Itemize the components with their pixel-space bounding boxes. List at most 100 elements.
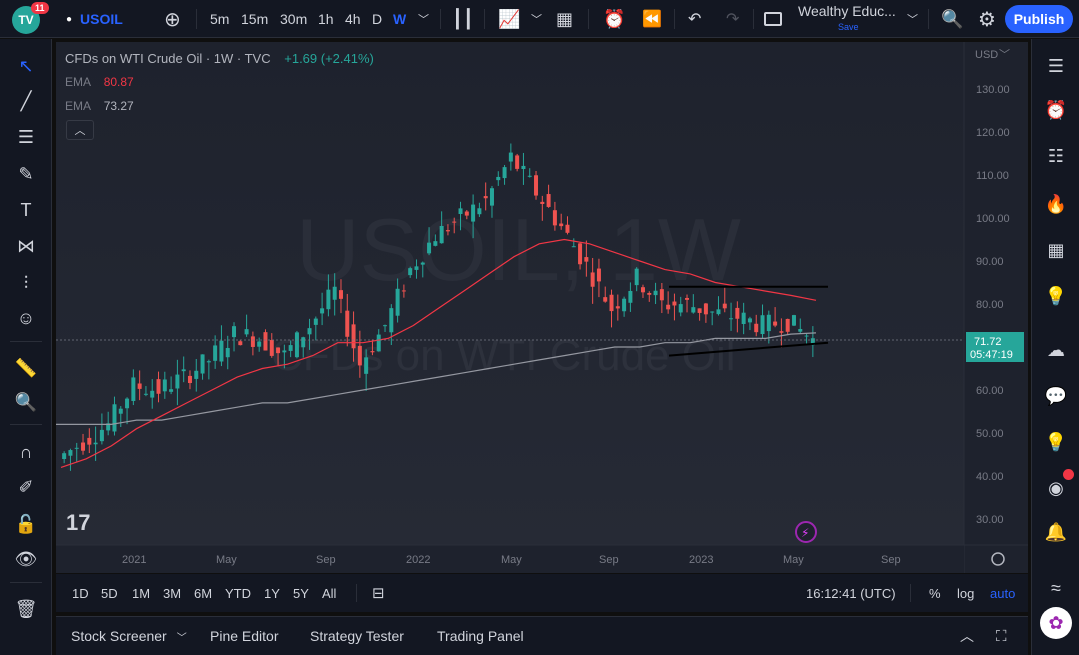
range-5y[interactable]: 5Y	[293, 585, 309, 601]
tab-strategy-tester[interactable]: Strategy Tester	[310, 628, 404, 644]
cursor-icon[interactable]: ↖	[18, 55, 34, 76]
emoji-icon[interactable]: ☺	[16, 307, 36, 328]
brush-tool-icon[interactable]: ✎	[18, 163, 34, 184]
calendar-icon[interactable]: ▦	[1047, 239, 1065, 260]
tf-dropdown-chevron-icon[interactable]: ﹀	[418, 14, 429, 26]
tf-w[interactable]: W	[393, 11, 407, 27]
tf-d[interactable]: D	[372, 11, 383, 27]
screener-chevron-icon[interactable]: ﹀	[176, 632, 187, 644]
search-icon[interactable]: 🔍	[941, 8, 964, 29]
legend-collapse-chevron-icon[interactable]: ︿	[66, 120, 94, 140]
trendline-tool-icon[interactable]: ╱	[20, 90, 32, 111]
currency-label[interactable]: USD	[975, 49, 998, 61]
candle-body	[332, 286, 337, 300]
chat-icon[interactable]: 💬	[1044, 385, 1068, 406]
prediction-tool-icon[interactable]: ⫶	[23, 272, 29, 293]
range-5d[interactable]: 5D	[101, 585, 118, 601]
log-toggle[interactable]: log	[957, 585, 975, 601]
percent-toggle[interactable]: %	[929, 585, 941, 601]
alert-clock-icon[interactable]: ⏰	[603, 8, 626, 29]
trash-icon[interactable]: 🗑	[14, 598, 38, 619]
stay-drawing-icon[interactable]: ✐	[18, 476, 34, 497]
candle-body	[294, 332, 299, 358]
magnet-icon[interactable]: ∩	[19, 441, 33, 462]
candle-body	[118, 408, 123, 414]
chart-settings-icon[interactable]	[991, 552, 1005, 566]
candle-body	[345, 310, 350, 337]
tf-4h[interactable]: 4h	[345, 11, 361, 27]
events-lightning-icon[interactable]	[795, 521, 817, 543]
range-ytd[interactable]: YTD	[225, 585, 251, 601]
range-1y[interactable]: 1Y	[264, 585, 280, 601]
ideas-bulb-icon[interactable]: 💡	[1044, 285, 1068, 306]
collapse-chevron-icon[interactable]: ≈	[1051, 577, 1061, 598]
fullscreen-box-icon[interactable]	[764, 0, 782, 38]
tf-5m[interactable]: 5m	[210, 11, 230, 27]
ema-fast-legend[interactable]: EMA 80.87	[65, 75, 134, 89]
alerts-clock-icon[interactable]: ⏰	[1044, 99, 1068, 120]
chat-cloud-icon[interactable]: ☁	[1047, 339, 1065, 360]
symbol-dot-icon: ●	[66, 13, 73, 25]
goto-date-icon[interactable]: ⊟	[372, 585, 385, 602]
layout-save-label[interactable]: Save	[838, 22, 859, 32]
drawn-trendline[interactable]	[668, 341, 829, 357]
fib-tool-icon[interactable]: ☰	[17, 126, 35, 147]
currency-chevron-icon[interactable]: ﹀	[999, 48, 1010, 61]
streams-icon[interactable]: ◉	[1048, 477, 1064, 498]
text-tool-icon[interactable]: T	[20, 199, 32, 220]
candle-body	[364, 357, 369, 374]
candles-chart-type-icon[interactable]: ┃┃	[452, 8, 474, 29]
indicators-icon[interactable]: 📈	[498, 8, 521, 29]
utc-clock[interactable]: 16:12:41 (UTC)	[806, 585, 896, 601]
panel-collapse-chevron-icon[interactable]: ︿	[960, 628, 974, 644]
candle-body	[194, 370, 199, 379]
replay-icon[interactable]: ⏪	[642, 11, 662, 28]
redo-icon[interactable]: ↷	[726, 11, 740, 28]
watchlist-icon[interactable]: ☰	[1047, 55, 1065, 76]
candle-body	[791, 315, 796, 326]
candle-body	[735, 307, 740, 319]
pattern-tool-icon[interactable]: ⋈	[17, 235, 35, 256]
range-all[interactable]: All	[322, 585, 337, 601]
ruler-icon[interactable]: 📏	[14, 357, 38, 378]
layout-chevron-icon[interactable]: ﹀	[907, 14, 918, 26]
tf-30m[interactable]: 30m	[280, 11, 308, 27]
data-window-icon[interactable]: ☷	[1047, 145, 1065, 166]
auto-toggle[interactable]: auto	[990, 585, 1016, 601]
candle-body	[257, 341, 262, 347]
layout-name[interactable]: Wealthy Educ...	[798, 3, 896, 19]
chart-pane[interactable]: USOIL, 1W CFDs on WTI Crude Oil USD ﹀ 13…	[56, 42, 1028, 573]
tf-15m[interactable]: 15m	[241, 11, 269, 27]
symbol-search[interactable]: ● USOIL	[66, 0, 123, 38]
candle-body	[162, 379, 167, 392]
price-tick-label: 50.00	[976, 428, 1004, 440]
tab-pine-editor[interactable]: Pine Editor	[210, 628, 279, 644]
ideas-stream-icon[interactable]: 💡	[1044, 431, 1068, 452]
candle-body	[552, 210, 557, 226]
tf-1h[interactable]: 1h	[318, 11, 334, 27]
candle-body	[571, 246, 576, 248]
zoom-icon[interactable]: 🔍	[14, 391, 38, 412]
layouts-grid-icon[interactable]: ▦	[556, 8, 574, 29]
lock-icon[interactable]: 🔓	[14, 513, 38, 534]
range-1d[interactable]: 1D	[72, 585, 89, 601]
panel-maximize-icon[interactable]: ⛶	[996, 627, 1007, 645]
indicators-chevron-icon[interactable]: ﹀	[531, 14, 542, 26]
tab-stock-screener[interactable]: Stock Screener ﹀	[71, 628, 187, 644]
time-tick-label: Sep	[599, 554, 619, 566]
price-chart[interactable]: USOIL, 1W CFDs on WTI Crude Oil USD ﹀ 13…	[56, 42, 1028, 573]
ema-slow-legend[interactable]: EMA 73.27	[65, 99, 134, 113]
range-3m[interactable]: 3M	[163, 585, 182, 601]
publish-button[interactable]: Publish	[1005, 5, 1073, 33]
tab-trading-panel[interactable]: Trading Panel	[437, 628, 524, 644]
tv-watermark-logo: 17	[66, 510, 90, 535]
hotlists-flame-icon[interactable]: 🔥	[1044, 193, 1068, 214]
range-1m[interactable]: 1M	[132, 585, 151, 601]
settings-gear-icon[interactable]: ⚙	[978, 8, 996, 31]
assistant-brain-icon[interactable]: ✿	[1040, 607, 1072, 639]
range-6m[interactable]: 6M	[194, 585, 213, 601]
compare-add-icon[interactable]: ⊕	[164, 8, 181, 31]
undo-icon[interactable]: ↶	[688, 11, 702, 28]
notifications-bell-icon[interactable]: 🔔	[1044, 521, 1068, 542]
eye-icon[interactable]: 👁	[14, 548, 38, 569]
